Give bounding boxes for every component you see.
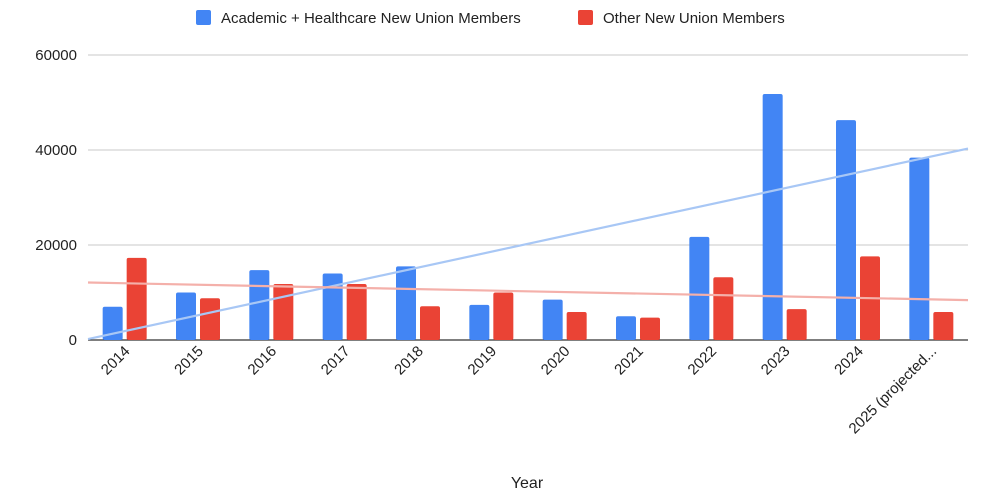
bar-academic-healthcare-2023: [762, 93, 783, 340]
legend-swatch: [196, 10, 211, 25]
bar-academic-healthcare-2017: [322, 273, 343, 340]
x-tick-label: 2018: [391, 343, 427, 379]
x-tick-label: 2020: [538, 343, 574, 379]
legend-item-academic-healthcare: Academic + Healthcare New Union Members: [221, 10, 521, 27]
bar-academic-healthcare-2016: [249, 270, 270, 340]
bar-other-2015: [200, 298, 220, 340]
bar-academic-healthcare-2025: [909, 157, 930, 340]
y-tick-label: 0: [69, 332, 77, 349]
trendline-other: [87, 281, 969, 302]
axes: 2014 2015 2016 2017 2018 2019 2020 2021 2022 2023…: [98, 343, 940, 438]
x-tick-label: 2016: [245, 343, 281, 379]
trendlines: [87, 147, 969, 341]
bar-other-2016: [273, 283, 294, 340]
grid: 0 20000 40000 60000: [35, 47, 968, 349]
bar-academic-healthcare-2022: [689, 236, 710, 340]
x-tick-label: 2021: [611, 343, 647, 379]
x-tick-label: 2015: [171, 343, 207, 379]
bar-academic-healthcare-2018: [396, 266, 416, 340]
x-tick-label: 2024: [831, 343, 867, 379]
bar-other-2017: [346, 283, 367, 340]
legend: Academic + Healthcare New Union Members O…: [196, 10, 785, 27]
bar-other-2019: [493, 292, 514, 340]
x-tick-label: 2023: [758, 343, 794, 379]
legend-item-other: Other New Union Members: [603, 10, 785, 27]
legend-swatch: [578, 10, 593, 25]
bar-academic-healthcare-2020: [542, 299, 563, 340]
bar-academic-healthcare-2019: [469, 304, 490, 340]
bar-other-2022: [713, 277, 734, 340]
bar-other-2020: [566, 311, 587, 340]
trendline-academic-healthcare: [87, 147, 969, 341]
x-tick-label: 2022: [685, 343, 721, 379]
x-axis-title: Year: [511, 475, 544, 492]
bar-other-2014: [126, 257, 147, 340]
bar-academic-healthcare-2024: [836, 120, 856, 340]
y-tick-label: 40000: [35, 142, 77, 159]
x-tick-label: 2019: [465, 343, 501, 379]
bar-other-2018: [420, 306, 440, 340]
y-tick-label: 20000: [35, 237, 77, 254]
x-tick-label: 2014: [98, 343, 134, 379]
bar-academic-healthcare-2021: [616, 316, 636, 340]
bar-academic-healthcare-2015: [176, 292, 196, 340]
bar-other-2023: [786, 309, 807, 340]
bar-other-2021: [640, 317, 660, 340]
bar-other-2025: [933, 311, 954, 340]
x-tick-label: 2017: [318, 343, 354, 379]
y-tick-label: 60000: [35, 47, 77, 64]
bars: [102, 93, 954, 340]
